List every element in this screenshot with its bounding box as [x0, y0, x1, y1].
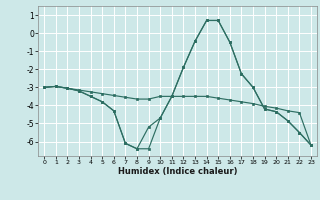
X-axis label: Humidex (Indice chaleur): Humidex (Indice chaleur) [118, 167, 237, 176]
